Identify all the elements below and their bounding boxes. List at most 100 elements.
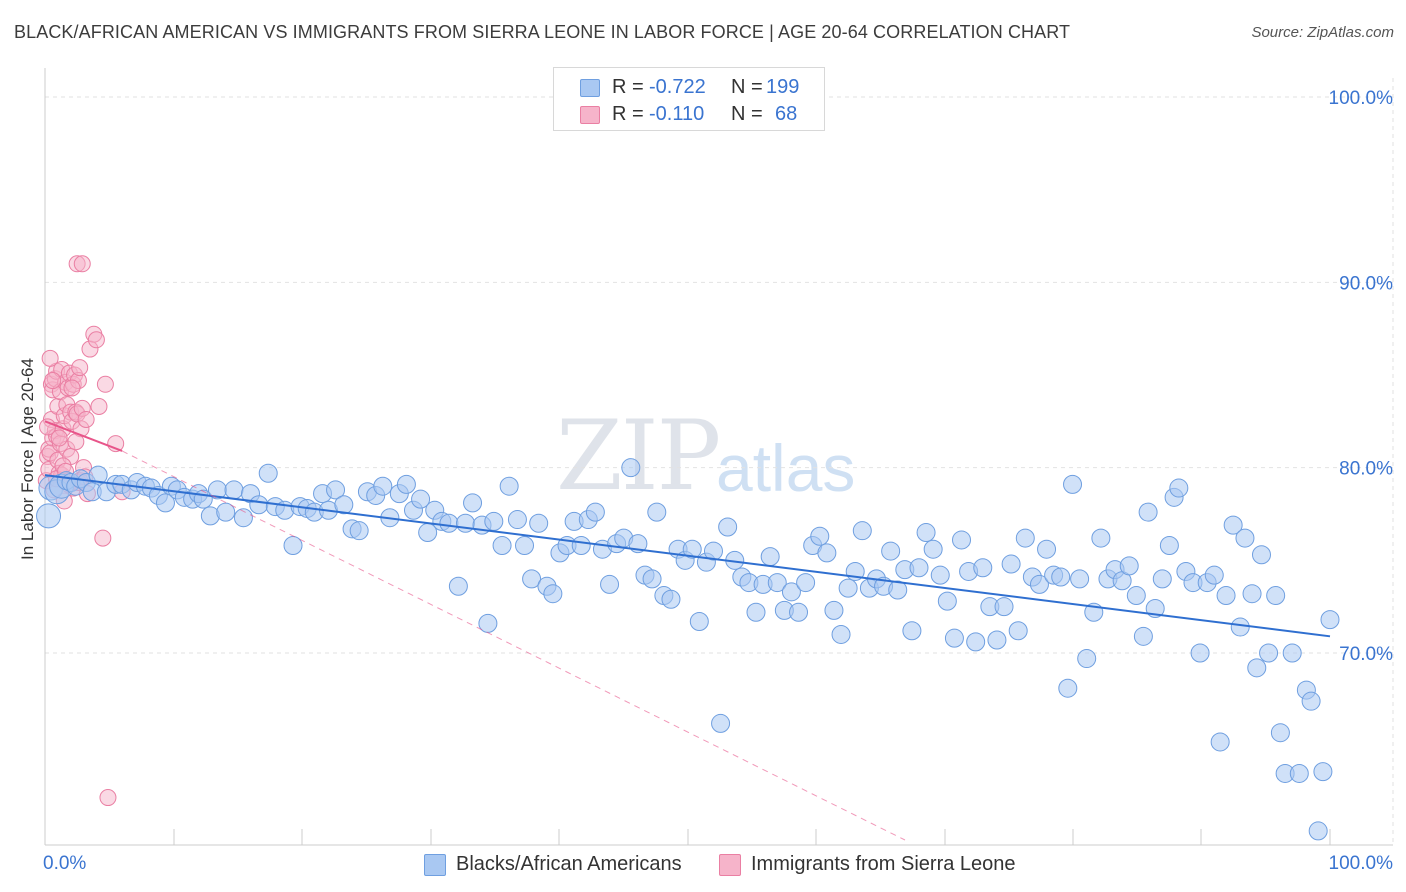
data-point-blacks [1223,515,1243,535]
data-point-blacks [585,502,605,522]
data-point-blacks [233,508,253,528]
watermark-zip: ZIP [556,400,721,512]
data-point-blacks [515,536,535,556]
data-point-blacks [1159,536,1179,556]
data-point-blacks [661,589,681,609]
data-point-blacks [987,630,1007,650]
data-point-blacks [411,489,431,509]
data-point-blacks [817,543,837,563]
chart-title: BLACK/AFRICAN AMERICAN VS IMMIGRANTS FRO… [14,22,1071,42]
series-immigrants-points [37,255,131,807]
data-point-blacks [746,602,766,622]
data-point-blacks [484,511,504,531]
data-point-blacks [952,530,972,550]
data-point-blacks [1282,643,1302,663]
data-point-sierra-leone [41,349,59,367]
data-point-blacks [155,493,175,513]
data-point-blacks [216,502,236,522]
legend-row-sierra-leone: R = -0.110 N = 68 [554,101,824,127]
data-point-blacks [1008,621,1028,641]
data-point-sierra-leone [94,529,112,547]
data-point-blacks [1152,569,1172,589]
data-point-blacks [1230,617,1250,637]
data-point-blacks [796,573,816,593]
legend-swatch-blue [424,854,446,876]
data-point-sierra-leone [73,255,91,273]
y-tick-label: 90.0% [1339,273,1393,294]
data-point-blacks [326,480,346,500]
legend-n-value: 199 [766,76,800,98]
data-point-blacks [522,569,542,589]
data-point-blacks [1242,584,1262,604]
data-point-blacks [760,547,780,567]
data-point-blacks [831,624,851,644]
bottom-legend-label: Immigrants from Sierra Leone [751,853,1016,875]
y-tick-label: 100.0% [1329,88,1394,109]
data-point-blacks [647,502,667,522]
data-point-blacks [966,632,986,652]
y-axis-label: In Labor Force | Age 20-64 [18,358,37,560]
data-point-blacks [1138,502,1158,522]
y-tick-label: 80.0% [1339,459,1393,480]
data-point-blacks [88,465,108,485]
data-point-blacks [373,476,393,496]
legend-r-label: R = [612,76,644,98]
data-point-blacks [881,541,901,561]
data-point-blacks [930,565,950,585]
data-point-blacks [1029,574,1049,594]
data-point-blacks [937,591,957,611]
data-point-blacks [902,621,922,641]
trend-line-sierra-leone-extended [121,450,906,841]
data-point-blacks [258,463,278,483]
data-point-blacks [492,536,512,556]
data-point-blacks [396,474,416,494]
data-point-blacks [224,480,244,500]
data-point-blacks [824,600,844,620]
tick-labels: 70.0% 80.0% 90.0% 100.0% 0.0% 100.0% [43,88,1393,874]
data-point-blacks [1247,658,1267,678]
data-point-sierra-leone [71,359,89,377]
data-point-blacks [642,569,662,589]
data-point-blacks [1051,567,1071,587]
data-point-blacks [994,597,1014,617]
legend-n-value: 68 [775,103,798,125]
data-point-blacks [1204,565,1224,585]
correlation-legend: R = -0.722 N = 199 R = -0.110 N = 68 [553,67,825,131]
legend-n-label: N = [731,103,763,125]
data-point-blacks [1313,762,1333,782]
data-point-blacks [249,495,269,515]
data-point-blacks [1133,626,1153,646]
trend-line-blacks [44,474,1331,638]
legend-swatch-pink [719,854,741,876]
data-point-blacks [682,539,702,559]
data-point-blacks [909,558,929,578]
data-point-blacks [767,573,787,593]
data-point-blacks [810,526,830,546]
data-point-blacks [1063,474,1083,494]
data-point-blacks [1091,528,1111,548]
data-point-blacks [789,602,809,622]
data-point-blacks [529,513,549,533]
data-point-blacks [689,611,709,631]
data-point-blacks [838,578,858,598]
data-point-sierra-leone [77,410,95,428]
data-point-blacks [781,582,801,602]
data-point-blacks [1289,763,1309,783]
data-point-blacks [1251,545,1271,565]
data-point-blacks [944,628,964,648]
legend-r-value: -0.722 [649,76,706,98]
data-point-sierra-leone [44,372,62,390]
data-point-blacks [543,584,563,604]
data-point-blacks [888,580,908,600]
data-point-blacks [1210,732,1230,752]
legend-swatch-pink [580,106,600,124]
data-point-blacks [283,536,303,556]
data-point-blacks [1301,691,1321,711]
trend-lines [44,420,1331,841]
data-point-blacks [1216,586,1236,606]
legend-swatch-blue [580,79,600,97]
data-point-blacks [1270,723,1290,743]
data-point-blacks [1259,643,1279,663]
data-point-blacks [1266,586,1286,606]
